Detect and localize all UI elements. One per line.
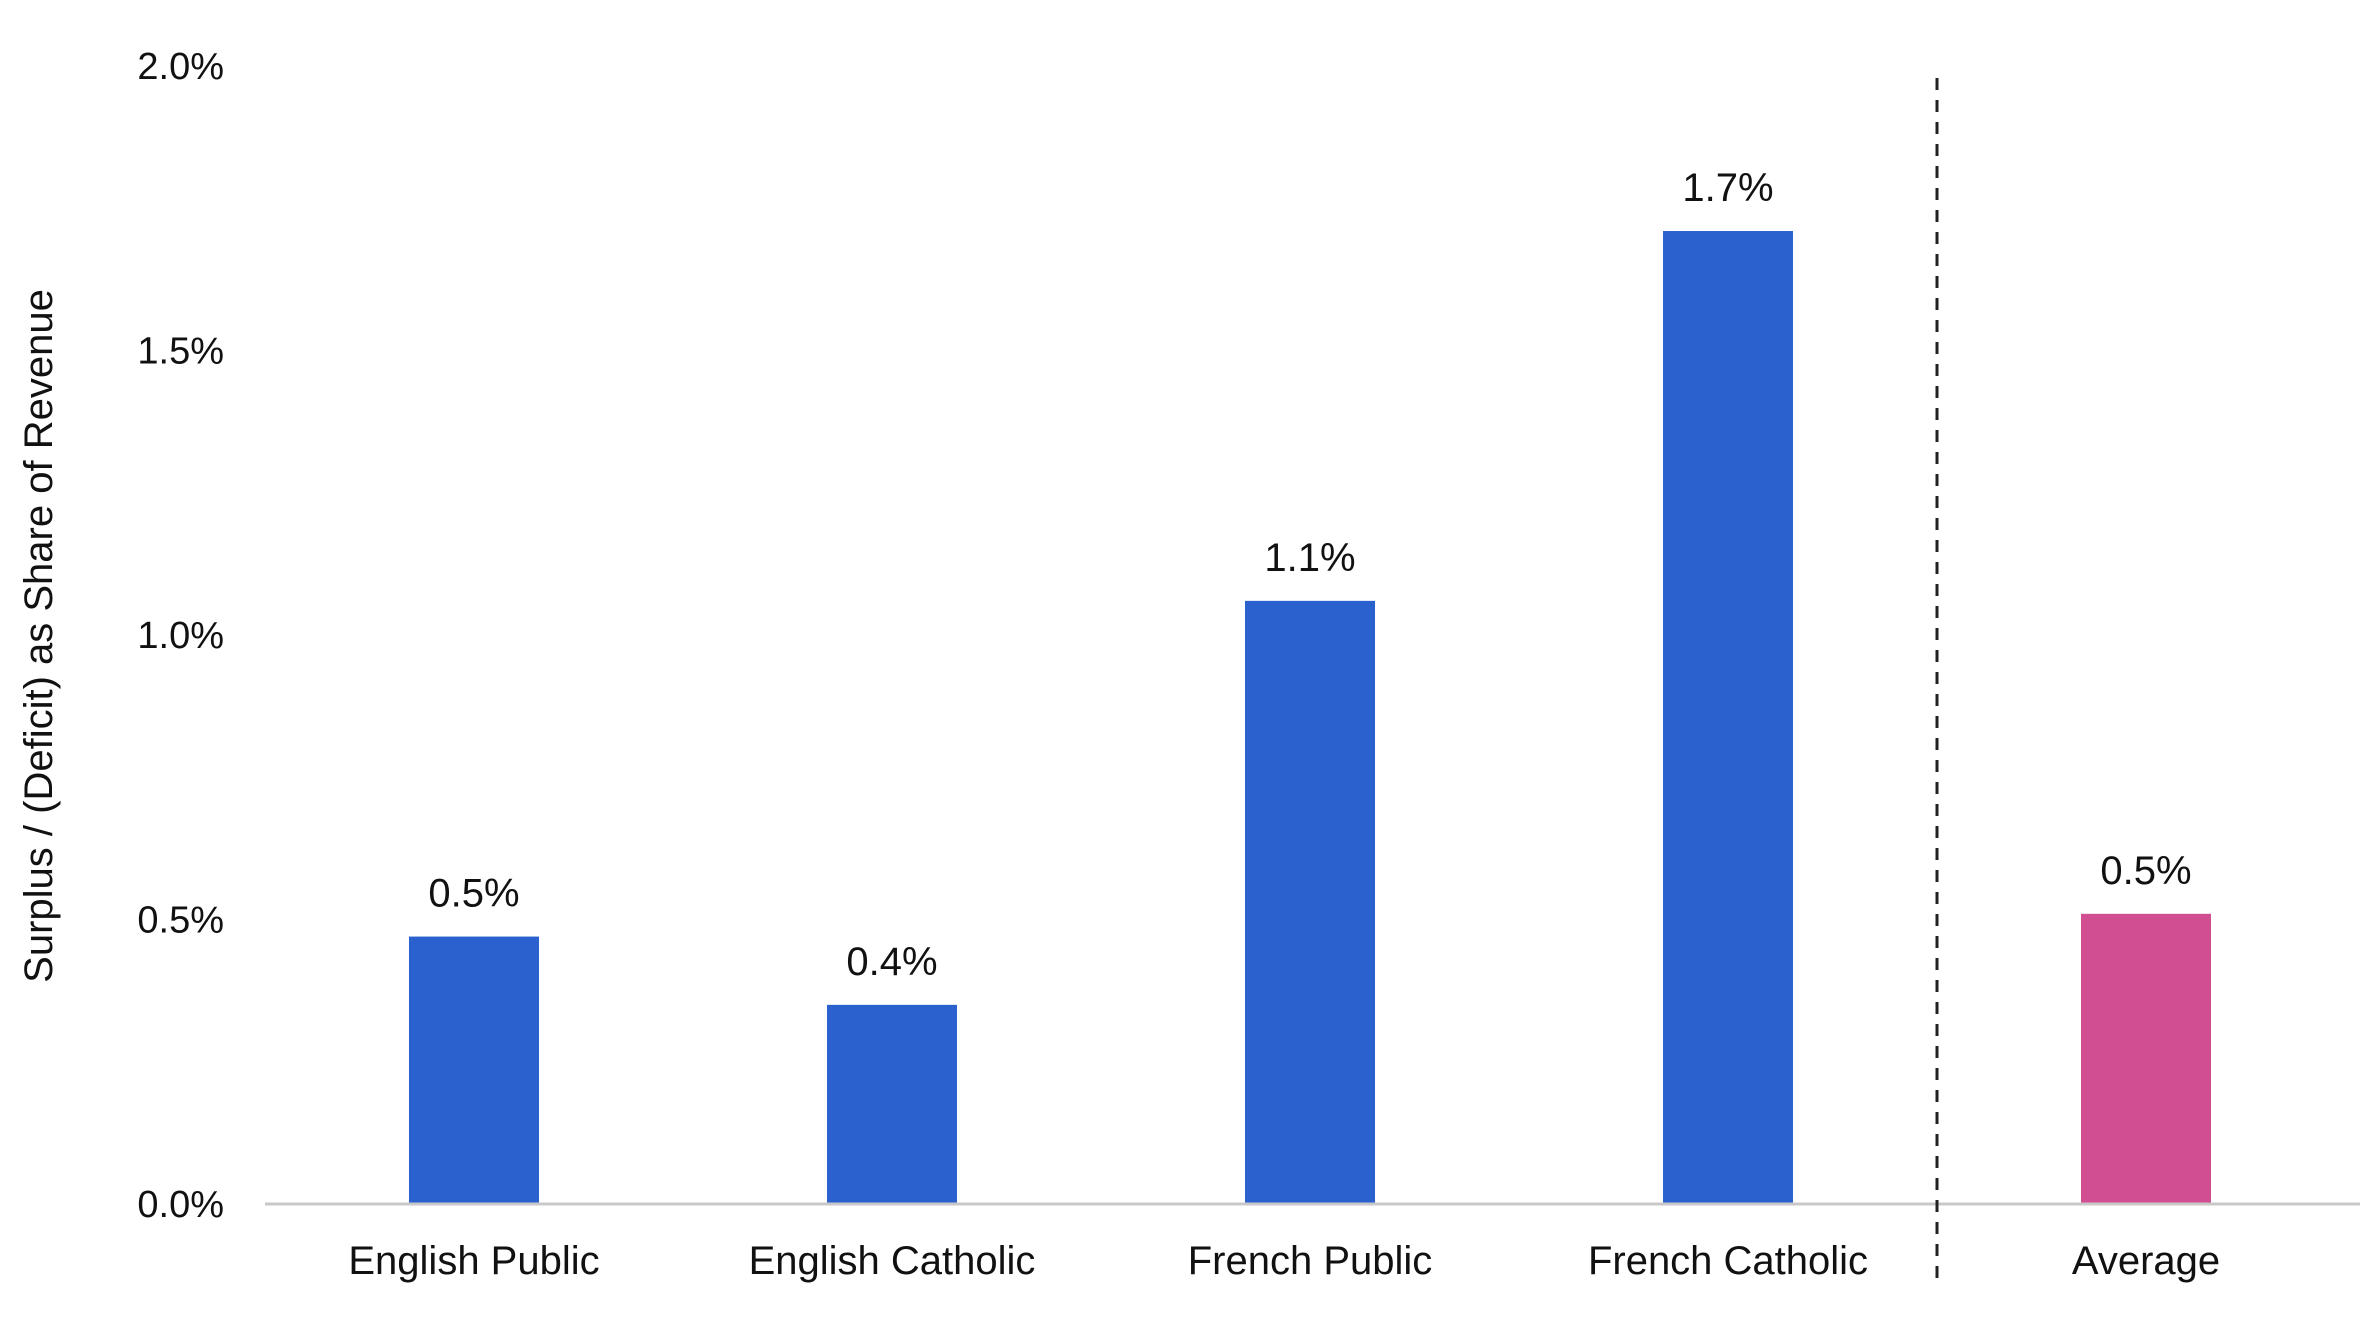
y-axis-title: Surplus / (Deficit) as Share of Revenue (17, 289, 61, 983)
x-tick-label: French Public (1188, 1239, 1433, 1283)
data-label: 0.5% (428, 872, 519, 916)
y-tick-label: 2.0% (137, 46, 224, 88)
y-axis-ticks: 0.0% 0.5% 1.0% 1.5% 2.0% (137, 46, 224, 1226)
data-labels: 0.5% 0.4% 1.1% 1.7% 0.5% (428, 166, 2191, 984)
data-label: 1.1% (1264, 536, 1355, 580)
x-tick-label: English Public (348, 1239, 599, 1283)
x-tick-label: French Catholic (1588, 1239, 1868, 1283)
y-tick-label: 1.0% (137, 615, 224, 657)
y-tick-label: 0.0% (137, 1184, 224, 1226)
y-tick-label: 1.5% (137, 331, 224, 373)
y-tick-label: 0.5% (137, 900, 224, 942)
x-tick-label: English Catholic (749, 1239, 1036, 1283)
bar (1663, 231, 1793, 1204)
bar (1245, 600, 1375, 1204)
bar-average (2081, 913, 2211, 1204)
y-axis-title-group: Surplus / (Deficit) as Share of Revenue (17, 289, 61, 983)
bars (409, 231, 2211, 1204)
x-axis-labels: English Public English Catholic French Pub… (348, 1239, 2220, 1283)
data-label: 0.5% (2100, 849, 2191, 893)
data-label: 0.4% (846, 940, 937, 984)
x-tick-label: Average (2072, 1239, 2220, 1283)
bar (827, 1004, 957, 1204)
bar (409, 936, 539, 1204)
data-label: 1.7% (1682, 166, 1773, 210)
